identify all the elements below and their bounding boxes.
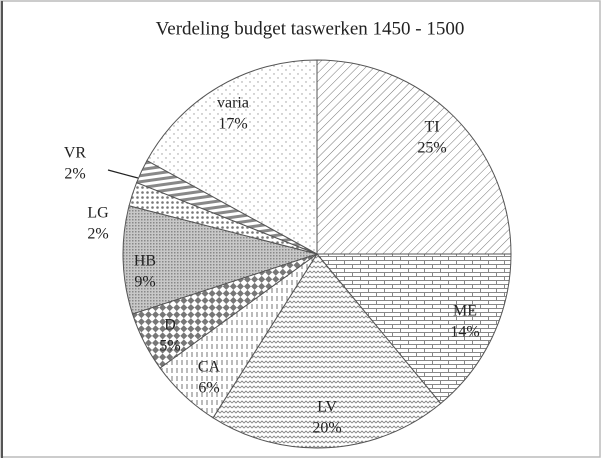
slice-label: varia xyxy=(217,95,249,112)
value-label: 5% xyxy=(159,338,180,355)
pie-slice xyxy=(316,59,512,255)
value-label: 20% xyxy=(312,420,341,437)
pie-slice xyxy=(315,253,512,405)
slice-label: LV xyxy=(317,399,337,416)
value-label: 17% xyxy=(218,116,247,133)
slice-label: HB xyxy=(134,253,156,270)
value-label: 2% xyxy=(64,166,85,183)
value-label: 14% xyxy=(450,324,479,341)
pie-slice xyxy=(212,253,442,449)
pie-slice xyxy=(122,205,319,315)
slice-label: VR xyxy=(64,145,87,162)
value-label: 9% xyxy=(134,274,155,291)
slice-label: D xyxy=(164,317,176,334)
pie-slice xyxy=(146,59,318,255)
leader-line xyxy=(107,169,139,179)
slices xyxy=(122,59,512,449)
slice-label: LG xyxy=(87,205,109,222)
slice-label: CA xyxy=(198,359,221,376)
slice-label: ME xyxy=(453,303,477,320)
chart-title: Verdeling budget taswerken 1450 - 1500 xyxy=(156,18,465,39)
value-label: 2% xyxy=(87,226,108,243)
value-label: 25% xyxy=(417,140,446,157)
value-label: 6% xyxy=(198,380,219,397)
slice-label: TI xyxy=(424,119,439,136)
